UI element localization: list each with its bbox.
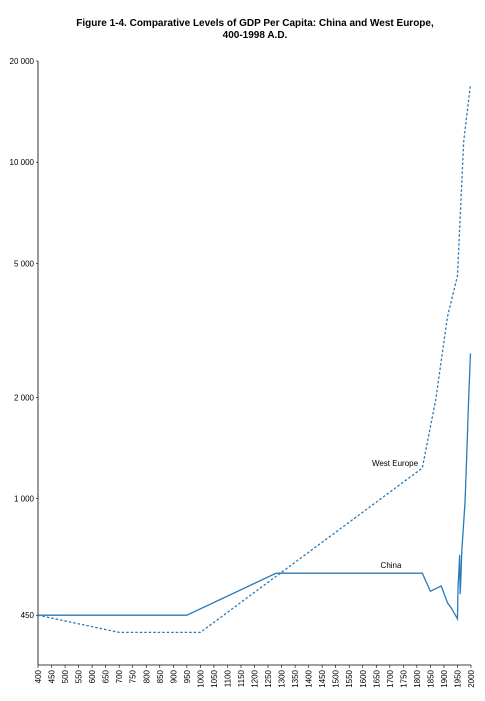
x-tick-label: 700	[115, 669, 124, 683]
x-tick-label: 1800	[413, 669, 422, 687]
y-tick-label: 450	[21, 611, 35, 620]
x-tick-label: 1550	[345, 669, 354, 687]
x-tick-label: 1600	[359, 669, 368, 687]
x-tick-label: 650	[102, 669, 111, 683]
x-tick-label: 1400	[305, 669, 314, 687]
x-tick-label: 1450	[318, 669, 327, 687]
series-label: West Europe	[372, 459, 419, 468]
x-tick-label: 1850	[426, 669, 435, 687]
x-tick-label: 450	[48, 669, 57, 683]
chart-title: 400-1998 A.D.	[223, 30, 288, 41]
x-tick-label: 1750	[399, 669, 408, 687]
x-tick-label: 1650	[372, 669, 381, 687]
x-tick-label: 1050	[210, 669, 219, 687]
y-tick-label: 10 000	[10, 158, 35, 167]
x-tick-label: 1000	[196, 669, 205, 687]
x-tick-label: 1700	[386, 669, 395, 687]
y-tick-label: 2 000	[14, 393, 35, 402]
series-line	[38, 353, 472, 622]
x-tick-label: 800	[142, 669, 151, 683]
series-label: China	[381, 561, 402, 570]
x-tick-label: 750	[129, 669, 138, 683]
x-tick-label: 2000	[467, 669, 476, 687]
x-tick-label: 1200	[251, 669, 260, 687]
x-tick-label: 1350	[291, 669, 300, 687]
x-tick-label: 600	[88, 669, 97, 683]
x-tick-label: 1150	[237, 669, 246, 687]
y-tick-label: 1 000	[14, 495, 35, 504]
x-tick-label: 950	[183, 669, 192, 683]
x-tick-label: 900	[169, 669, 178, 683]
x-tick-label: 1100	[223, 669, 232, 687]
y-tick-label: 5 000	[14, 259, 35, 268]
x-tick-label: 500	[61, 669, 70, 683]
x-tick-label: 1950	[453, 669, 462, 687]
x-tick-label: 1500	[332, 669, 341, 687]
x-tick-label: 400	[34, 669, 43, 683]
x-tick-label: 1900	[440, 669, 449, 687]
x-tick-label: 1250	[264, 669, 273, 687]
chart-title: Figure 1-4. Comparative Levels of GDP Pe…	[76, 18, 434, 29]
x-tick-label: 1300	[278, 669, 287, 687]
y-tick-label: 20 000	[10, 57, 35, 66]
x-tick-label: 850	[156, 669, 165, 683]
x-tick-label: 550	[75, 669, 84, 683]
series-line	[37, 84, 472, 634]
